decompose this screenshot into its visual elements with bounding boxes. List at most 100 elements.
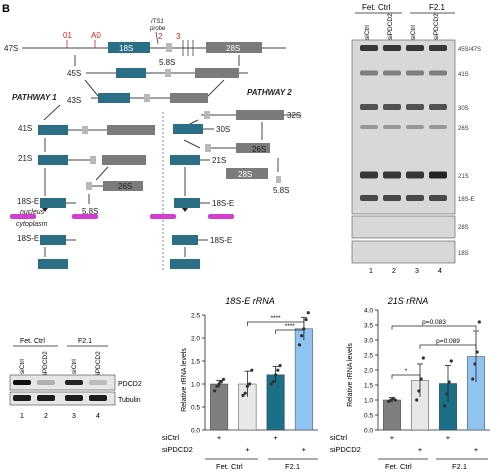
- data-point: [250, 368, 254, 372]
- pathway-2-label: PATHWAY 2: [247, 88, 292, 97]
- data-point: [243, 391, 247, 395]
- data-point: [302, 327, 306, 331]
- wb-band-pdcd2: [89, 380, 107, 385]
- y-tick-label: 1.5: [191, 359, 200, 366]
- nb-band: [383, 70, 401, 76]
- nuclear-pore-2: [72, 214, 98, 219]
- block-45S-28S: [195, 68, 239, 78]
- chart2-ylabel: Relative rRNA levels: [347, 343, 354, 407]
- wb-band-tubulin: [37, 395, 55, 401]
- nb-lane-label-4: siPDCD2: [433, 13, 440, 40]
- wb-band-pdcd2: [37, 380, 55, 385]
- data-point: [475, 350, 479, 354]
- c1-group-f21: F2.1: [285, 462, 300, 471]
- wb-lane-label-4: siPDCD2: [95, 351, 102, 378]
- y-tick-label: 2.5: [191, 313, 200, 320]
- nb-band: [429, 195, 447, 201]
- nb-band: [360, 70, 378, 76]
- block-30S-18S: [173, 124, 203, 134]
- y-tick-label: 3.5: [364, 323, 373, 330]
- label-21S-right: 21S: [212, 156, 226, 165]
- y-tick-label: 1.5: [364, 383, 373, 390]
- c1-group-fetctrl: Fet. Ctrl: [216, 462, 243, 471]
- data-point: [417, 389, 421, 393]
- data-point: [297, 343, 302, 347]
- nb-lane-num-3: 3: [415, 268, 419, 275]
- significance-label: p=0.083: [422, 319, 446, 326]
- nb-band-label-30S: 30S: [458, 106, 469, 112]
- nb-band: [360, 104, 378, 110]
- label-58S-r: 5.8S: [273, 186, 289, 195]
- nb-band: [406, 195, 424, 201]
- data-point: [276, 368, 280, 372]
- block-21S-l-58S: [90, 156, 96, 164]
- wb-band-tubulin: [13, 395, 31, 401]
- nb-band-label-45S: 45S/47S: [458, 47, 481, 53]
- probe-label-1: ITS1: [151, 19, 164, 25]
- nb-band-label-28S: 28S: [458, 225, 469, 231]
- data-point: [221, 377, 226, 381]
- wb-band-tubulin: [65, 395, 83, 401]
- y-tick-label: 1.0: [191, 382, 200, 389]
- segment-18S: [108, 42, 150, 53]
- block-18SE-l: [40, 198, 66, 208]
- significance-label: *: [405, 368, 408, 375]
- block-43S-58S: [144, 94, 150, 102]
- block-21S-r: [170, 155, 200, 165]
- data-point: [247, 382, 252, 386]
- western-blot: Fet. Ctrl F2.1 siCtrl siPDCD2 siCtrl siP…: [9, 338, 142, 420]
- nb-band-label-41S: 41S: [458, 72, 469, 78]
- nb-band: [360, 45, 378, 51]
- wb-lane-num-4: 4: [96, 413, 100, 420]
- nb-lane-label-2: siPDCD2: [387, 13, 394, 40]
- data-point: [393, 398, 397, 402]
- wb-band-pdcd2: [13, 380, 31, 385]
- block-58S-r: [276, 176, 281, 183]
- block-18SE-r: [174, 198, 200, 208]
- label-45S: 45S: [67, 69, 81, 78]
- nb-band: [429, 125, 447, 129]
- wb-pdcd2-membrane: [9, 374, 116, 391]
- label-26S-r: 26S: [252, 145, 266, 154]
- wb-label-tubulin: Tubulin: [118, 397, 141, 404]
- chart1-ylabel: Relative rRNA levels: [181, 348, 188, 412]
- sign-sictrl: +: [390, 433, 395, 442]
- chart1-title: 18S-E rRNA: [225, 296, 275, 306]
- nb-band: [406, 125, 424, 129]
- label-30S: 30S: [216, 125, 230, 134]
- panel-letter: B: [2, 3, 10, 15]
- label-47S: 47S: [4, 44, 18, 53]
- wb-band-tubulin: [89, 395, 107, 401]
- data-point: [215, 384, 219, 388]
- segment-58S-label: 5.8S: [159, 58, 175, 67]
- significance-bracket: [391, 374, 421, 379]
- data-point: [471, 377, 475, 381]
- label-18SE-cyto-r: 18S-E: [210, 236, 232, 245]
- nb-band: [406, 171, 424, 179]
- nb-lane-num-4: 4: [438, 268, 442, 275]
- block-21S-l: [38, 155, 68, 165]
- data-point: [443, 404, 447, 408]
- bar: [210, 383, 229, 431]
- block-21S-l-28S: [102, 155, 146, 165]
- wb-lane-label-2: siPDCD2: [42, 351, 49, 378]
- nb-band-label-21S: 21S: [458, 174, 469, 180]
- nb-lane-label-1: siCtrl: [364, 25, 371, 40]
- c1-row-sipdcd2: siPDCD2: [162, 445, 193, 454]
- y-tick-label: 3.0: [364, 338, 373, 345]
- nb-band: [429, 171, 447, 179]
- pathway-1-label: PATHWAY 1: [12, 93, 57, 102]
- sign-sipdcd2: +: [418, 445, 423, 454]
- y-tick-label: 1.0: [364, 398, 373, 405]
- nb-group-fetctrl: Fet. Ctrl: [362, 3, 391, 12]
- label-18SE-r: 18S-E: [212, 199, 234, 208]
- label-43S: 43S: [67, 96, 81, 105]
- nb-band: [360, 125, 378, 129]
- site-3: 3: [176, 32, 181, 41]
- data-point: [217, 382, 221, 386]
- data-point: [306, 311, 310, 315]
- label-26S-l: 26S: [118, 182, 132, 191]
- nb-band: [360, 171, 378, 179]
- c2-group-f21: F2.1: [452, 462, 467, 471]
- data-point: [421, 356, 425, 360]
